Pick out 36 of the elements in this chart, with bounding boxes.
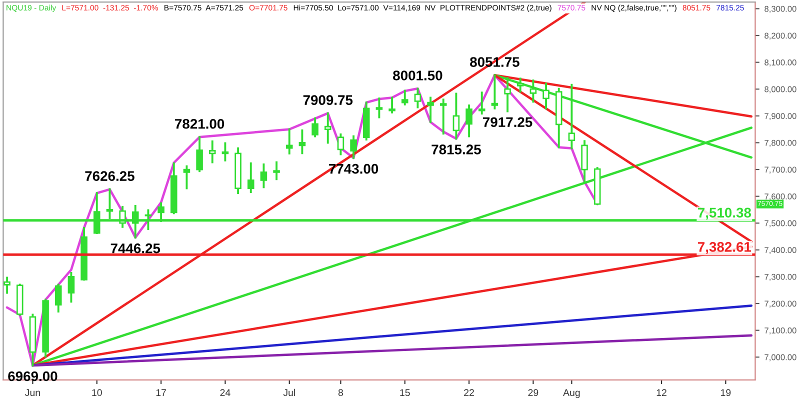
- annotation: 7446.25: [110, 243, 160, 254]
- y-tick-label: 7,900.00: [764, 113, 796, 120]
- x-tick-label: Jul: [283, 388, 295, 396]
- x-tick-label: 22: [464, 389, 474, 396]
- x-tick-label: Jun: [25, 389, 40, 396]
- x-tick-label: 12: [656, 389, 666, 396]
- annotation: 6969.00: [8, 371, 58, 382]
- ref-line-label: 7,510.38: [698, 208, 752, 220]
- x-tick-label: 29: [528, 389, 538, 396]
- y-tick-label: 7,200.00: [764, 300, 796, 308]
- annotation: 7626.25: [85, 171, 134, 181]
- annotation: 7815.25: [432, 144, 481, 154]
- x-tick-label: 24: [220, 389, 230, 396]
- y-tick-label: 8,300.00: [764, 6, 796, 13]
- y-tick-label: 7,500.00: [764, 220, 796, 228]
- x-tick-label: 10: [92, 389, 102, 396]
- annotation: 8001.50: [393, 70, 442, 80]
- x-tick-label: 15: [400, 389, 410, 396]
- ref-line-label: 7,382.61: [698, 242, 752, 254]
- x-tick-label: 8: [338, 389, 343, 396]
- x-tick-label: 17: [156, 389, 166, 396]
- annotation: 7909.75: [303, 95, 353, 105]
- y-tick-label: 7,000.00: [764, 354, 796, 362]
- y-tick-label: 7,100.00: [764, 328, 796, 334]
- y-tick-label: 7,600.00: [764, 194, 796, 200]
- y-tick-label: 8,100.00: [764, 60, 796, 66]
- y-tick-label: 7,300.00: [764, 274, 796, 281]
- y-tick-label: 8,000.00: [764, 86, 796, 94]
- y-tick-label: 7,800.00: [764, 140, 796, 147]
- x-tick-label: Aug: [563, 389, 580, 398]
- y-tick-label: 7,400.00: [764, 247, 796, 254]
- x-tick-label: 19: [721, 389, 731, 396]
- y-tick-label: 7,700.00: [764, 166, 796, 174]
- annotation: 7821.00: [175, 118, 224, 129]
- annotation: 7917.25: [483, 117, 532, 128]
- y-tick-label: 8,200.00: [764, 32, 796, 40]
